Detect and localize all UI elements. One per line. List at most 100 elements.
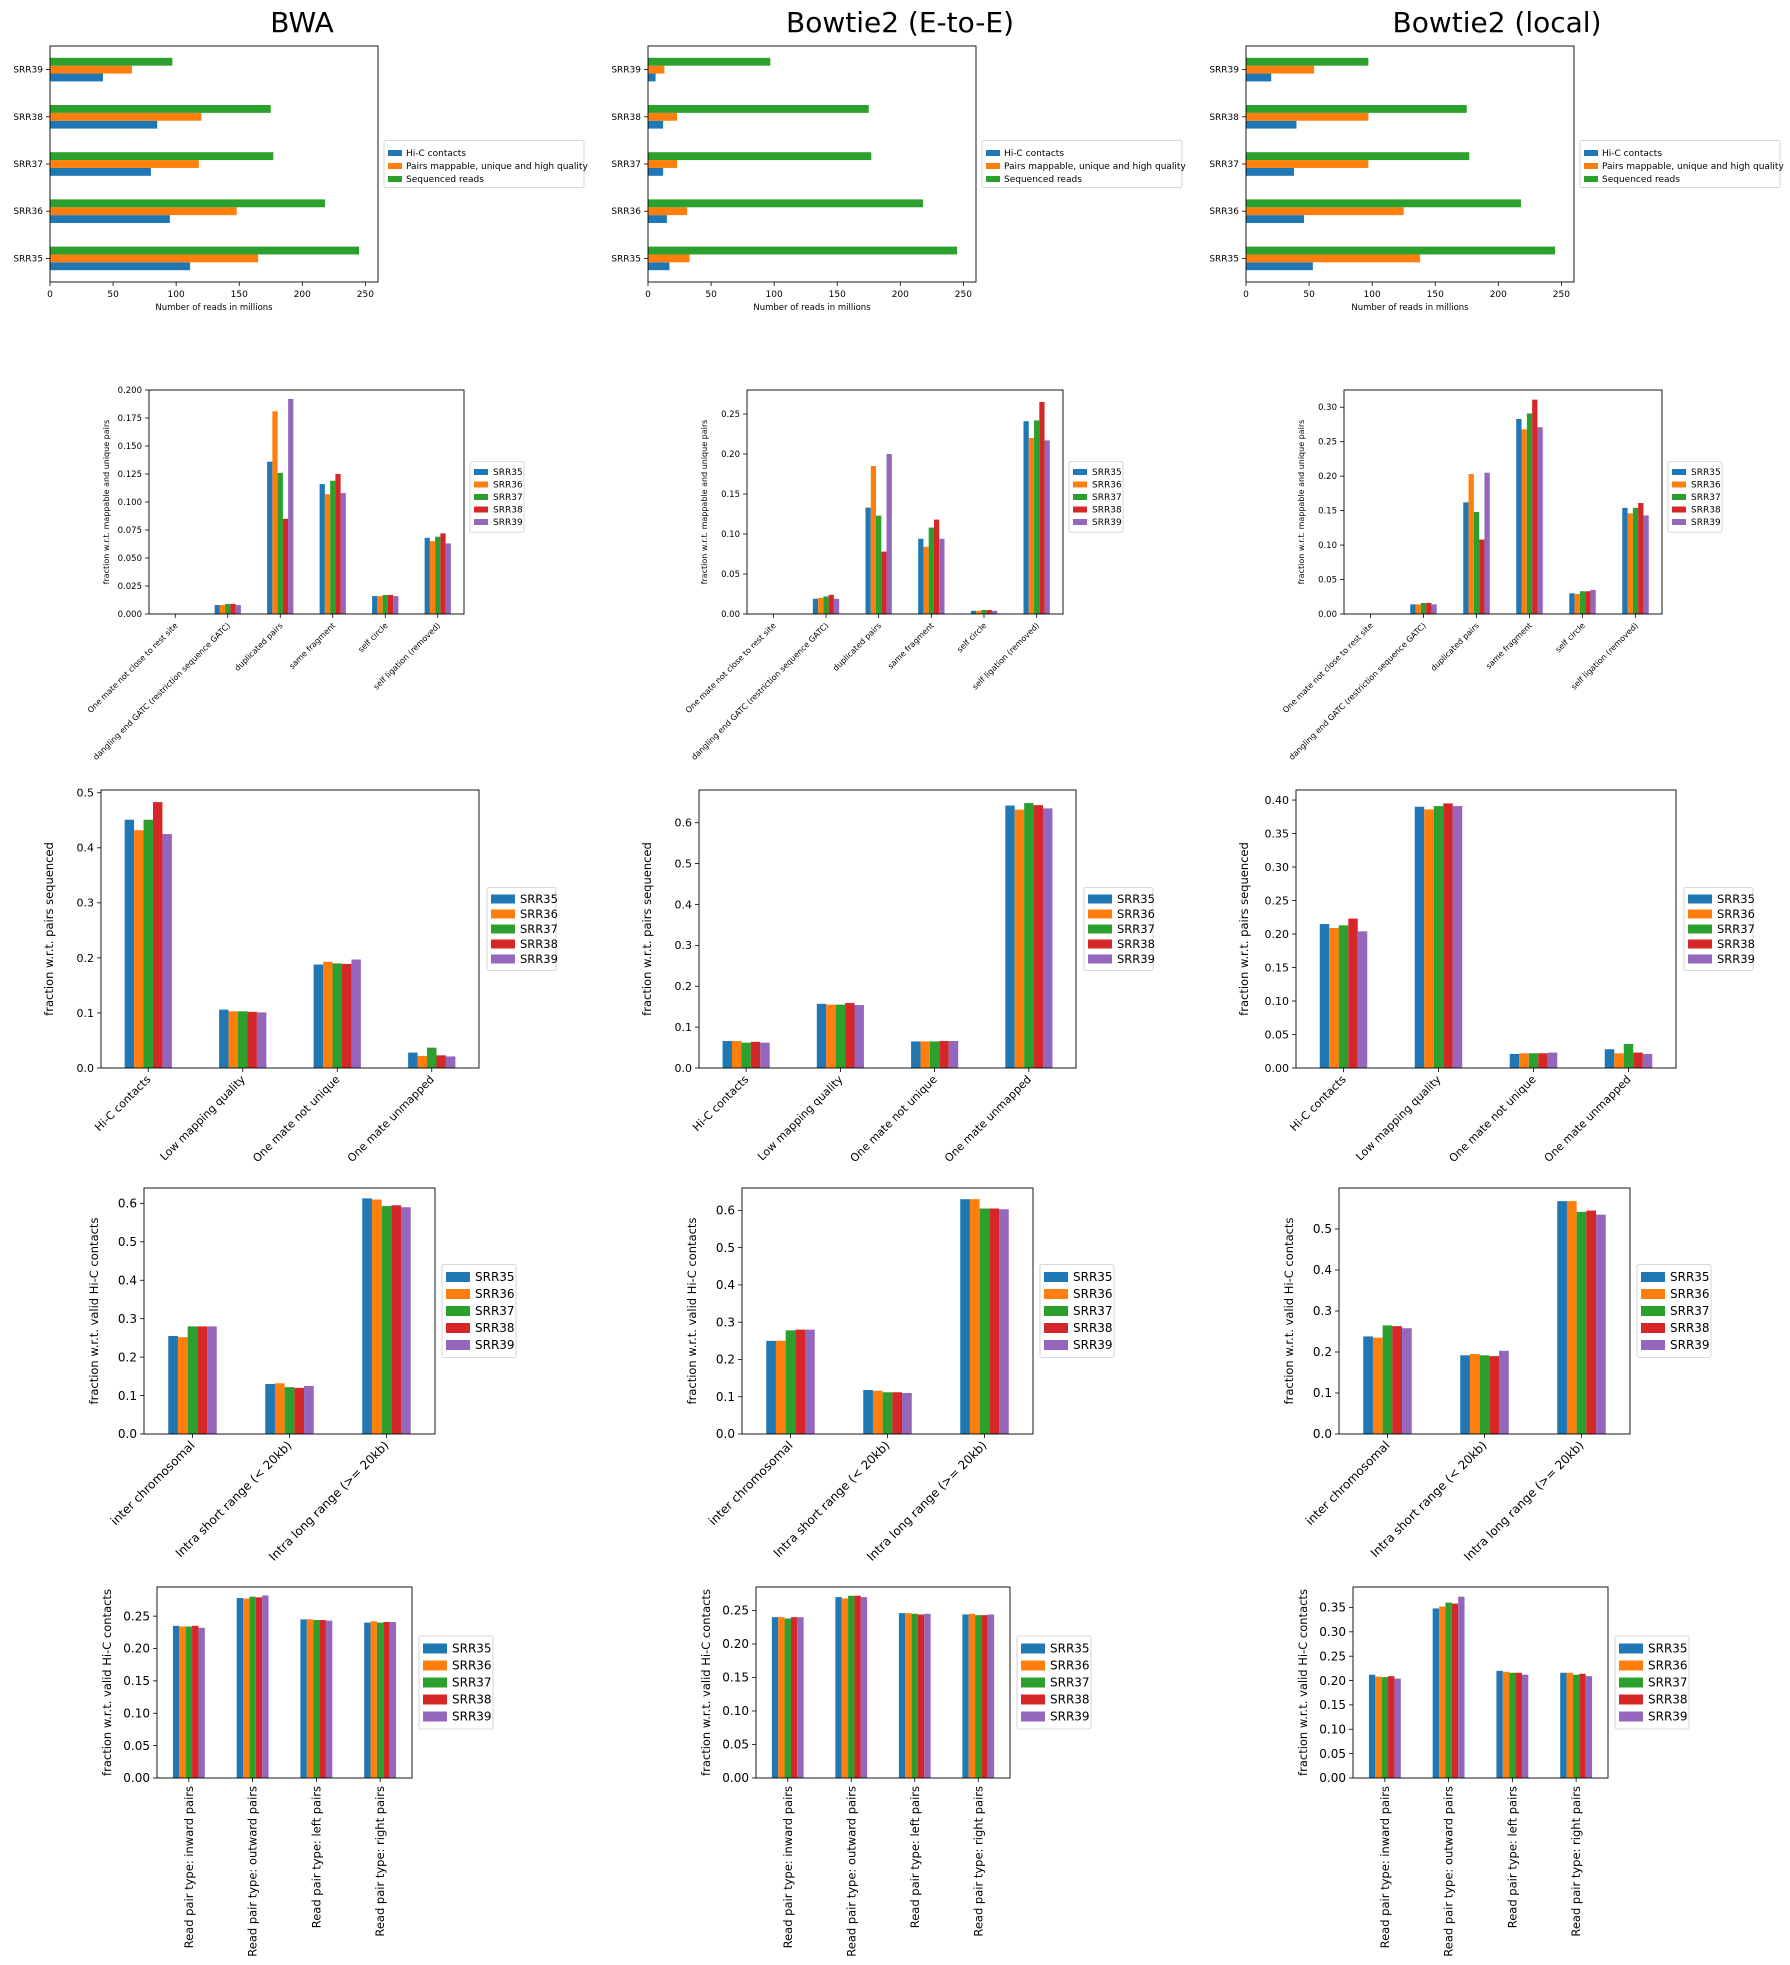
legend-label: SRR38 bbox=[1050, 1693, 1090, 1707]
legend-label: SRR35 bbox=[1648, 1642, 1688, 1656]
y-tick-label: 0.35 bbox=[1319, 1601, 1346, 1615]
legend-label: SRR37 bbox=[452, 1676, 492, 1690]
bar bbox=[1388, 1676, 1395, 1778]
legend-label: Hi-C contacts bbox=[1004, 149, 1064, 159]
bar bbox=[902, 1393, 912, 1434]
bar bbox=[1576, 1211, 1587, 1434]
bar bbox=[1572, 1674, 1580, 1778]
bar bbox=[1489, 1356, 1500, 1434]
bar bbox=[1348, 918, 1358, 1068]
axes-frame bbox=[755, 1586, 1011, 1779]
bar bbox=[750, 1041, 761, 1068]
bar bbox=[376, 1622, 384, 1778]
axes-frame bbox=[647, 45, 977, 283]
bar bbox=[445, 1056, 456, 1068]
y-tick-label: 0.2 bbox=[77, 952, 95, 965]
bar bbox=[960, 1199, 970, 1434]
bar bbox=[1402, 1328, 1412, 1434]
y-tick-label: 0.1 bbox=[716, 1390, 735, 1404]
legend-label: SRR39 bbox=[1050, 1710, 1090, 1724]
bar bbox=[790, 1617, 798, 1778]
y-tick-label: 0.00 bbox=[1318, 610, 1337, 620]
bar bbox=[1246, 120, 1297, 129]
legend-swatch bbox=[474, 506, 488, 513]
bar bbox=[841, 1598, 849, 1778]
axes-frame bbox=[1343, 389, 1663, 615]
y-tick-label: 0.20 bbox=[123, 1642, 150, 1656]
bar bbox=[986, 610, 992, 614]
bar bbox=[1484, 472, 1490, 614]
bar bbox=[648, 262, 670, 271]
bar bbox=[219, 1009, 229, 1068]
legend-swatch bbox=[1073, 494, 1087, 500]
bar bbox=[1509, 1672, 1516, 1778]
bar bbox=[648, 65, 665, 74]
bar bbox=[872, 1390, 883, 1434]
y-tick-label: SRR39 bbox=[1209, 66, 1239, 76]
legend-swatch bbox=[1619, 1643, 1643, 1654]
legend-swatch bbox=[491, 954, 515, 964]
bar bbox=[238, 1011, 248, 1068]
legend-swatch bbox=[1021, 1677, 1045, 1688]
bar bbox=[265, 1384, 275, 1434]
y-tick-label: 0.4 bbox=[77, 842, 95, 855]
y-tick-label: SRR39 bbox=[611, 66, 641, 76]
legend-label: SRR36 bbox=[520, 907, 558, 921]
y-tick-label: 0.4 bbox=[716, 1278, 735, 1292]
legend-frame bbox=[1667, 461, 1723, 533]
bar bbox=[775, 1340, 786, 1434]
bar bbox=[1246, 254, 1421, 263]
legend-label: SRR37 bbox=[1073, 1304, 1113, 1318]
y-tick-label: 0.15 bbox=[1319, 1698, 1346, 1712]
y-tick-label: 0.15 bbox=[721, 490, 740, 500]
y-tick-label: 0.25 bbox=[721, 410, 740, 420]
bar bbox=[300, 1619, 307, 1778]
bar bbox=[991, 610, 998, 614]
bar bbox=[1528, 1053, 1539, 1068]
legend-label: SRR39 bbox=[1691, 518, 1721, 528]
legend-swatch bbox=[1088, 924, 1112, 934]
legend-frame bbox=[1614, 1635, 1690, 1730]
legend-label: Pairs mappable, unique and high quality bbox=[1004, 162, 1186, 172]
bar bbox=[1246, 152, 1470, 161]
bar bbox=[1431, 604, 1437, 614]
bar bbox=[1039, 402, 1045, 614]
chart-r4-c2: Read pair type: inward pairs Read pair ty… bbox=[1296, 1586, 1690, 1957]
legend-label: SRR35 bbox=[1073, 1270, 1113, 1284]
legend-swatch bbox=[1073, 506, 1087, 513]
legend-swatch bbox=[1688, 954, 1712, 964]
legend-label: SRR35 bbox=[493, 468, 523, 478]
bar bbox=[1414, 806, 1425, 1068]
legend-swatch bbox=[446, 1323, 470, 1333]
bar bbox=[1433, 806, 1444, 1068]
bar bbox=[1392, 1326, 1403, 1434]
bar bbox=[168, 1335, 178, 1434]
legend-swatch bbox=[491, 894, 515, 904]
bar bbox=[172, 1625, 180, 1778]
bar bbox=[1246, 246, 1556, 255]
axes-frame bbox=[1295, 789, 1677, 1069]
legend-label: SRR38 bbox=[1670, 1321, 1710, 1335]
y-axis-label: fraction w.r.t. pairs sequenced bbox=[1237, 842, 1251, 1016]
bar bbox=[1329, 927, 1339, 1068]
bar bbox=[1585, 1676, 1593, 1778]
bar bbox=[1319, 923, 1330, 1068]
bar bbox=[50, 207, 237, 216]
bar bbox=[179, 1626, 186, 1778]
legend-swatch bbox=[1641, 1323, 1665, 1333]
y-tick-label: 0.075 bbox=[118, 526, 142, 536]
y-tick-label: 0.0 bbox=[118, 1427, 137, 1441]
legend-swatch bbox=[1641, 1272, 1665, 1282]
bar bbox=[870, 466, 877, 614]
bar bbox=[152, 802, 163, 1068]
bar bbox=[1515, 1672, 1522, 1778]
legend-label: SRR37 bbox=[1092, 493, 1122, 503]
bar bbox=[370, 1621, 377, 1778]
bar bbox=[975, 1615, 982, 1778]
bar bbox=[826, 1004, 836, 1068]
bar bbox=[1033, 805, 1044, 1068]
legend-label: SRR36 bbox=[452, 1659, 492, 1673]
bar bbox=[1519, 1053, 1529, 1068]
legend-frame bbox=[981, 140, 1183, 188]
bar bbox=[1614, 1053, 1624, 1068]
